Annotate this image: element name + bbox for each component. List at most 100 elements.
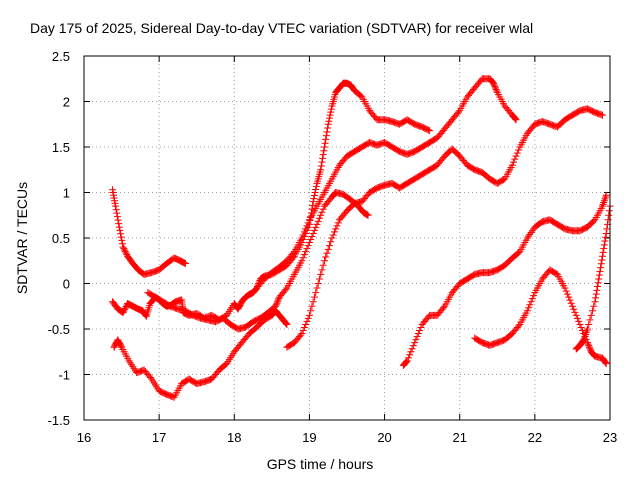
data-point xyxy=(319,154,327,162)
data-point xyxy=(566,296,574,304)
data-point xyxy=(299,254,307,262)
data-point xyxy=(309,198,317,206)
data-point xyxy=(576,320,584,328)
data-point xyxy=(328,234,336,242)
data-point xyxy=(315,275,323,283)
data-point xyxy=(309,298,317,306)
data-point xyxy=(510,158,518,166)
data-point xyxy=(571,308,579,316)
data-point xyxy=(311,189,319,196)
data-point xyxy=(304,242,312,250)
data-point xyxy=(302,225,310,233)
data-point xyxy=(416,327,424,335)
data-point xyxy=(118,240,126,248)
data-point xyxy=(298,330,306,338)
y-tick-label: 2.5 xyxy=(52,49,70,64)
data-point xyxy=(303,245,311,253)
data-point xyxy=(312,182,320,190)
data-point xyxy=(402,358,410,366)
data-point xyxy=(119,243,127,251)
y-tick-label: -1 xyxy=(58,368,70,383)
data-point xyxy=(312,185,320,193)
series-track-i xyxy=(572,202,614,353)
data-point xyxy=(588,307,596,315)
x-tick-label: 20 xyxy=(377,430,391,445)
data-point xyxy=(310,293,318,301)
data-point xyxy=(112,206,120,214)
data-point xyxy=(512,152,520,160)
data-point xyxy=(577,323,585,331)
data-point xyxy=(602,233,610,241)
data-point xyxy=(598,256,606,264)
data-point xyxy=(307,307,315,315)
data-point xyxy=(575,317,583,325)
data-point xyxy=(318,266,326,274)
data-point xyxy=(583,327,591,335)
y-tick-label: 0 xyxy=(63,277,70,292)
data-point xyxy=(525,232,533,240)
data-point xyxy=(323,249,331,257)
data-point xyxy=(300,251,308,259)
data-point xyxy=(411,339,419,347)
data-point xyxy=(568,302,576,310)
data-point xyxy=(324,245,332,253)
data-point xyxy=(273,298,281,306)
data-point xyxy=(409,342,417,350)
data-point xyxy=(317,211,325,219)
data-point xyxy=(302,248,310,256)
series-track-d xyxy=(144,189,372,333)
data-point xyxy=(490,79,498,87)
data-point xyxy=(573,314,581,322)
data-point xyxy=(582,330,590,338)
data-point xyxy=(117,230,125,238)
data-point xyxy=(273,299,281,307)
data-point xyxy=(530,292,538,300)
data-point xyxy=(513,149,521,157)
x-tick-label: 16 xyxy=(77,430,91,445)
data-point xyxy=(303,317,311,325)
data-point xyxy=(600,245,608,253)
data-point xyxy=(310,226,318,234)
data-point xyxy=(581,332,589,340)
series-track-h xyxy=(471,266,610,368)
data-point xyxy=(587,311,595,319)
data-point xyxy=(313,284,321,292)
data-point xyxy=(508,161,516,169)
data-point xyxy=(601,237,609,245)
data-point xyxy=(407,348,415,356)
data-point xyxy=(300,228,308,236)
data-point xyxy=(597,264,605,272)
data-point xyxy=(325,242,333,250)
data-point xyxy=(491,82,499,90)
data-point xyxy=(595,275,603,283)
data-point xyxy=(601,358,609,366)
data-point xyxy=(305,239,313,247)
data-point xyxy=(584,340,592,348)
data-point xyxy=(601,195,609,203)
data-point xyxy=(318,208,326,216)
data-point xyxy=(121,246,129,254)
data-point xyxy=(491,84,499,92)
data-point xyxy=(490,81,498,89)
data-point xyxy=(598,202,606,210)
x-tick-label: 23 xyxy=(603,430,617,445)
data-point xyxy=(403,357,411,365)
data-point xyxy=(583,325,591,333)
data-point xyxy=(319,261,327,269)
data-point xyxy=(598,111,606,119)
data-point xyxy=(527,298,535,306)
data-point xyxy=(578,338,586,346)
data-point xyxy=(322,132,330,140)
data-point xyxy=(585,320,593,328)
data-point xyxy=(309,201,317,209)
data-point xyxy=(404,354,412,362)
data-point xyxy=(314,217,322,225)
data-point xyxy=(598,252,606,260)
data-point xyxy=(303,222,311,230)
data-point xyxy=(580,334,588,342)
data-point xyxy=(121,304,129,312)
data-point xyxy=(120,245,128,253)
data-point xyxy=(523,307,531,315)
data-point xyxy=(413,333,421,341)
